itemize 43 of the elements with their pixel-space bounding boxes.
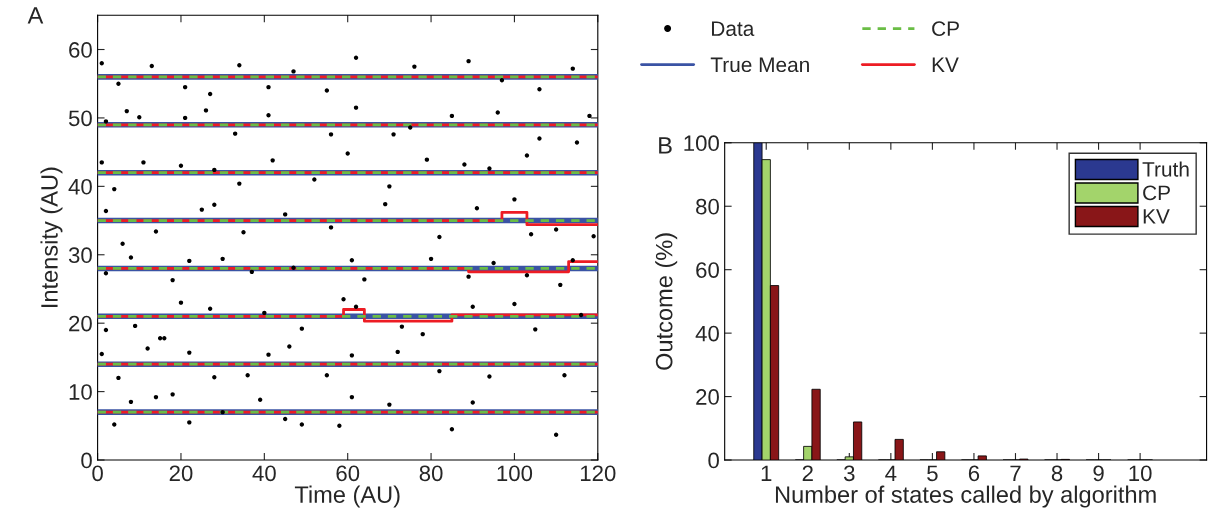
x-tick-label: 5 xyxy=(927,465,938,482)
x-tick-label: 3 xyxy=(843,465,855,482)
x-tick-label: 7 xyxy=(1010,465,1021,481)
y-tick-label: 0 xyxy=(708,452,719,469)
y-axis-title: Outcome (%) xyxy=(655,233,678,370)
x-tick-label: 10 xyxy=(1129,465,1152,482)
x-tick-label: 100 xyxy=(497,465,533,482)
x-tick-label: 0 xyxy=(92,465,103,482)
y-tick-label: 40 xyxy=(68,178,92,195)
x-tick-label: 120 xyxy=(580,465,616,482)
legend-label: CP xyxy=(1143,185,1170,201)
y-tick-label: 80 xyxy=(696,198,719,215)
y-tick-label: 60 xyxy=(696,262,719,278)
legend-label: True Mean xyxy=(710,57,809,73)
x-axis-title: Number of states called by algorithm xyxy=(775,485,1156,508)
text: A xyxy=(27,7,44,24)
legend-label: KV xyxy=(932,57,959,72)
x-tick-label: 8 xyxy=(1051,465,1063,482)
legend-label: KV xyxy=(1143,209,1170,224)
x-tick-label: 6 xyxy=(968,465,980,482)
y-tick-label: 60 xyxy=(69,42,92,58)
y-tick-label: 10 xyxy=(69,384,92,400)
x-tick-label: 4 xyxy=(885,465,897,481)
x-tick-label: 80 xyxy=(419,465,443,482)
legend-label: CP xyxy=(932,21,959,37)
x-tick-label: 40 xyxy=(252,465,276,482)
y-tick-label: 40 xyxy=(695,325,719,342)
y-tick-label: 20 xyxy=(696,389,719,405)
y-tick-label: 100 xyxy=(684,135,719,152)
x-tick-label: 9 xyxy=(1093,465,1104,482)
y-tick-label: 30 xyxy=(68,247,92,264)
x-axis-title: Time (AU) xyxy=(294,485,400,508)
y-tick-label: 50 xyxy=(68,110,92,127)
y-tick-label: 20 xyxy=(69,315,92,332)
y-axis-title: Intensity (AU) xyxy=(40,167,63,307)
x-tick-label: 1 xyxy=(761,465,772,481)
x-tick-label: 60 xyxy=(336,465,360,482)
text: B xyxy=(659,137,672,154)
x-tick-label: 2 xyxy=(802,465,813,481)
x-tick-label: 20 xyxy=(169,465,193,482)
legend-label: Data xyxy=(712,21,755,37)
legend-label: Truth xyxy=(1142,161,1189,177)
y-tick-label: 0 xyxy=(81,452,92,469)
